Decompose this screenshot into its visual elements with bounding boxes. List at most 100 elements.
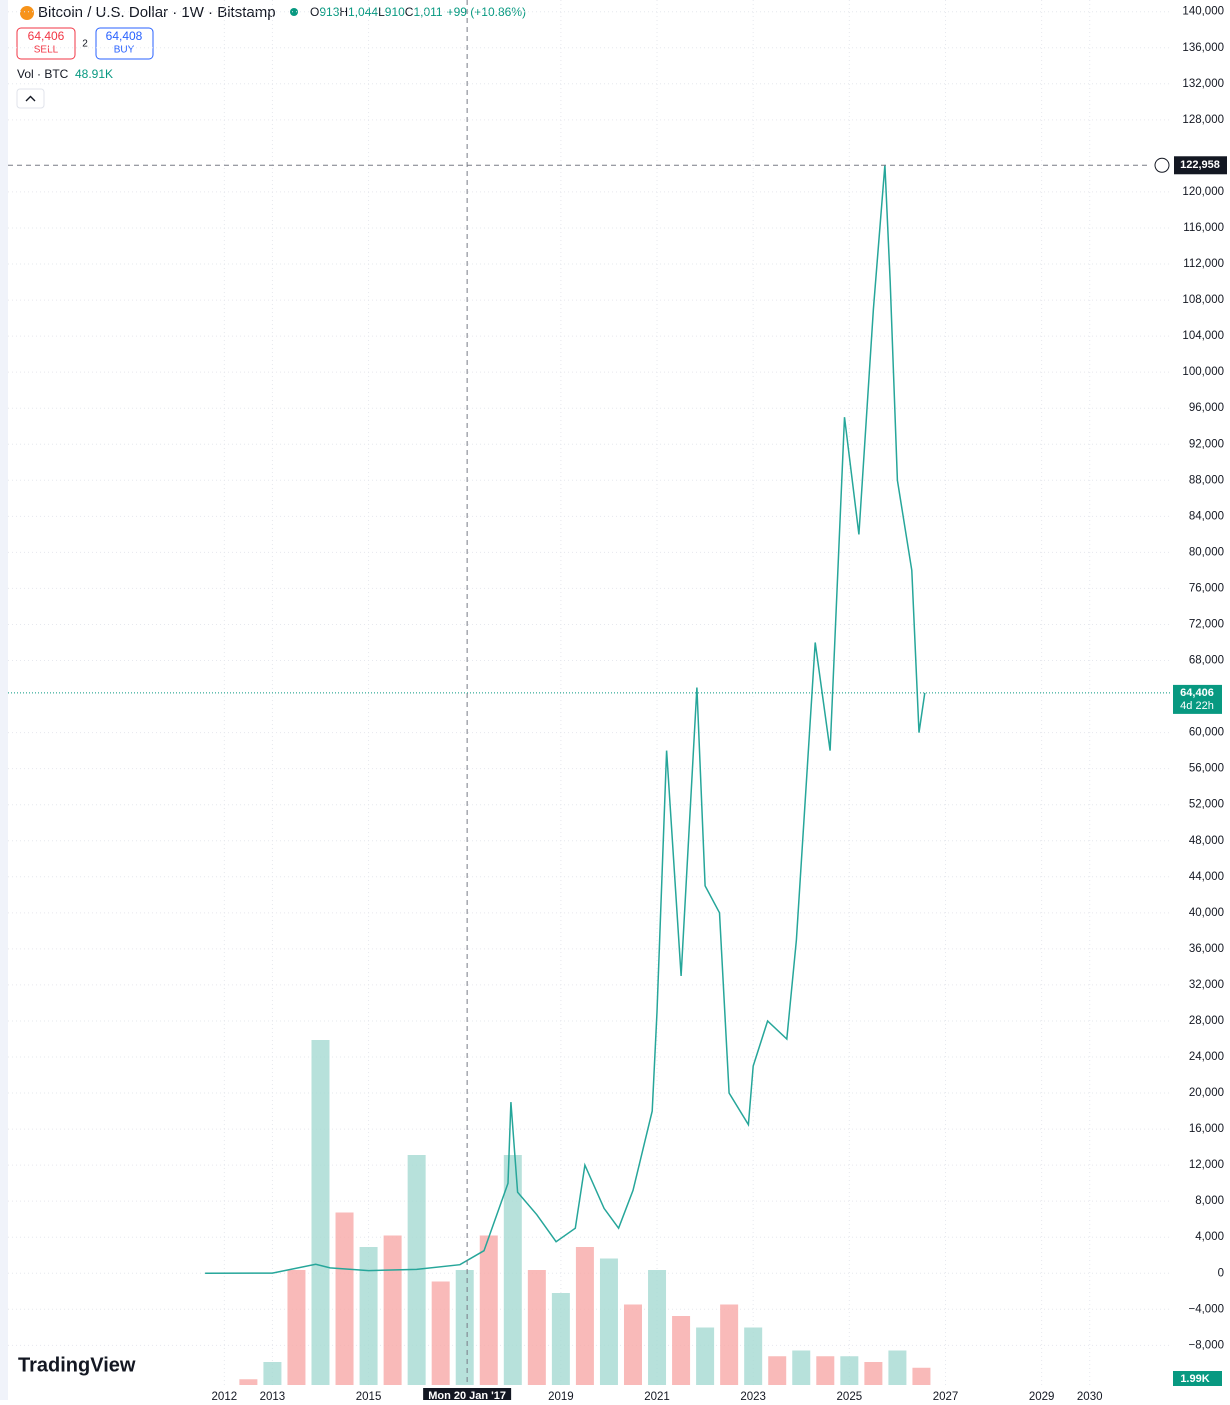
y-tick-label: 132,000 [1182, 78, 1224, 90]
ohlc-part: 913 [319, 5, 339, 19]
volume-bar [816, 1356, 835, 1385]
left-edge [0, 0, 8, 1400]
volume-bar [479, 1235, 498, 1385]
volume-bar [864, 1362, 883, 1385]
y-tick-label: 28,000 [1189, 1015, 1224, 1027]
volume-bar [623, 1304, 642, 1385]
y-tick-label: 116,000 [1183, 222, 1224, 234]
y-tick-label: 52,000 [1189, 799, 1224, 811]
y-tick-label: 128,000 [1182, 114, 1224, 126]
status-dot [290, 8, 298, 16]
x-tick-label: 2023 [740, 1391, 766, 1400]
ohlc-part: +99 (+10.86%) [447, 5, 526, 19]
x-tick-label: 2019 [548, 1391, 574, 1400]
y-tick-label: 0 [1218, 1267, 1224, 1279]
volume-bar [263, 1362, 282, 1385]
volume-bar [359, 1247, 378, 1385]
y-tick-label: 80,000 [1189, 546, 1224, 558]
symbol-icon [20, 6, 34, 20]
volume-bar [599, 1258, 618, 1385]
x-tick-label: 2029 [1029, 1391, 1055, 1400]
y-tick-label: 12,000 [1189, 1159, 1224, 1171]
y-tick-label: 44,000 [1189, 871, 1224, 883]
sell-label: SELL [34, 45, 59, 56]
volume-bar [696, 1327, 715, 1385]
y-tick-label: 20,000 [1189, 1087, 1224, 1099]
sell-price: 64,406 [28, 29, 65, 43]
volume-last-box [1173, 1371, 1222, 1386]
x-tick-label: 2025 [837, 1391, 863, 1400]
y-tick-label: 136,000 [1182, 42, 1224, 54]
volume-bar [720, 1304, 739, 1385]
y-tick-label: 72,000 [1189, 618, 1224, 630]
ohlc-part: H [339, 5, 348, 19]
x-tick-label: 2013 [260, 1391, 286, 1400]
x-tick-label: 2015 [356, 1391, 382, 1400]
logo: TradingView [18, 1354, 136, 1376]
y-tick-label: 108,000 [1182, 294, 1224, 306]
last-price-box [1173, 684, 1222, 714]
y-tick-label: 84,000 [1189, 510, 1224, 522]
add-alert[interactable] [1154, 157, 1170, 173]
volume-bar [840, 1356, 859, 1385]
y-tick-label: 4,000 [1195, 1231, 1224, 1243]
volume-bar [912, 1367, 931, 1385]
y-tick-label: 76,000 [1189, 582, 1224, 594]
volume-bar [744, 1327, 763, 1385]
countdown: 4d 22h [1180, 700, 1214, 712]
y-tick-label: 100,000 [1182, 366, 1224, 378]
buy-label: BUY [114, 45, 135, 56]
x-tick-label: 2027 [933, 1391, 959, 1400]
volume-bar [311, 1040, 330, 1385]
x-tick-label: 2012 [212, 1391, 238, 1400]
volume-bar [648, 1270, 667, 1385]
y-tick-label: 112,000 [1183, 258, 1224, 270]
crosshair-date: Mon 20 Jan '17 [428, 1390, 506, 1400]
symbol-title[interactable]: Bitcoin / U.S. Dollar · 1W · Bitstamp [38, 4, 276, 21]
buy-button[interactable] [95, 27, 154, 60]
y-tick-label: 36,000 [1189, 943, 1224, 955]
volume-legend-value: 48.91K [75, 67, 113, 81]
volume-bar [672, 1316, 691, 1385]
volume-last: 1.99K [1180, 1373, 1209, 1385]
volume-bar [383, 1235, 402, 1385]
x-tick-label: 2030 [1077, 1391, 1103, 1400]
y-tick-label: 120,000 [1182, 186, 1224, 198]
y-tick-label: 96,000 [1189, 402, 1224, 414]
volume-bar [455, 1270, 474, 1385]
y-tick-label: 60,000 [1189, 727, 1224, 739]
y-tick-label: −8,000 [1189, 1339, 1225, 1351]
x-tick-label: 2021 [644, 1391, 670, 1400]
crosshair-date-box [423, 1388, 512, 1402]
y-tick-label: 140,000 [1182, 6, 1224, 18]
crosshair-price-box [1174, 156, 1227, 175]
volume-bar [287, 1270, 306, 1385]
volume-legend: Vol · BTC [17, 67, 69, 81]
volume-bar [792, 1350, 811, 1385]
buy-price: 64,408 [106, 29, 143, 43]
y-tick-label: 68,000 [1189, 655, 1224, 667]
y-tick-label: 40,000 [1189, 907, 1224, 919]
y-tick-label: 92,000 [1189, 438, 1224, 450]
volume-bar [527, 1270, 546, 1385]
ohlc-part: L [378, 5, 385, 19]
y-tick-label: 104,000 [1182, 330, 1224, 342]
spread: 2 [82, 39, 88, 50]
volume-bar [239, 1379, 258, 1385]
crosshair-price: 122,958 [1180, 159, 1220, 171]
sell-button[interactable] [16, 27, 76, 60]
collapse-button[interactable] [16, 88, 45, 109]
y-tick-label: 16,000 [1189, 1123, 1224, 1135]
price-line [205, 164, 926, 1275]
volume-bar [768, 1356, 787, 1385]
volume-bar [888, 1350, 907, 1385]
volume-bar [503, 1155, 522, 1385]
ohlc-part: O [310, 5, 319, 19]
ohlc-part: 910 [385, 5, 405, 19]
volume-bar [335, 1212, 354, 1385]
y-tick-label: 56,000 [1189, 763, 1224, 775]
ohlc-part: 1,044 [348, 5, 378, 19]
volume-bar [551, 1293, 570, 1385]
